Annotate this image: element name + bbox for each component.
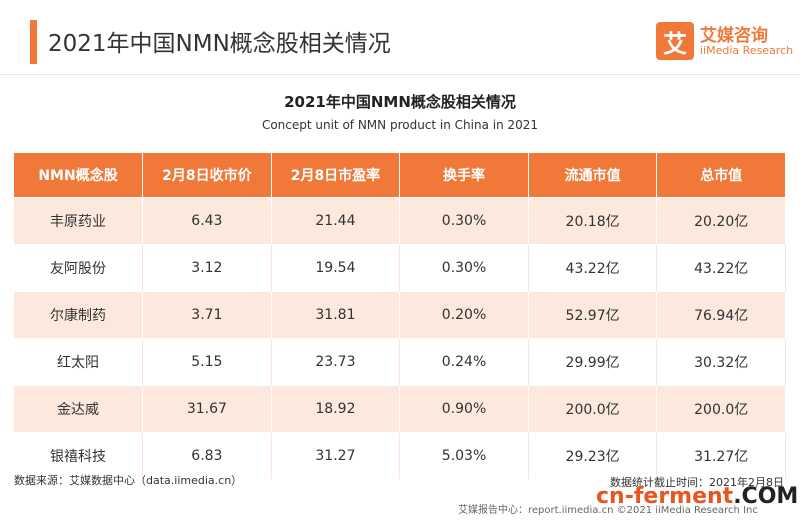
source: 数据来源：艾媒数据中心（data.iimedia.cn）	[14, 474, 243, 487]
watermark-text: .COM	[733, 484, 799, 509]
table-cell: 23.73	[271, 338, 401, 386]
table-cell: 0.24%	[399, 338, 529, 386]
table-cell: 31.67	[142, 385, 272, 433]
table-cell: 200.0亿	[528, 385, 658, 433]
table-cell: 43.22亿	[656, 244, 786, 292]
table-title: 2021年中国NMN概念股相关情况	[284, 93, 516, 111]
table-cell: 尔康制药	[14, 291, 144, 339]
column-header: NMN概念股	[14, 153, 144, 198]
watermark-text: cn-ferment	[596, 484, 734, 509]
table-cell: 5.15	[142, 338, 272, 386]
divider	[0, 74, 800, 75]
column-header: 换手率	[399, 153, 529, 198]
table-row: 金达威 31.67 18.92 0.90% 200.0亿 200.0亿	[14, 385, 786, 433]
date: 数据统计截止时间：2021年2月8日	[610, 476, 784, 489]
column-header: 2月8日收市价	[142, 153, 272, 198]
table-row: 尔康制药 3.71 31.81 0.20% 52.97亿 76.94亿	[14, 291, 786, 339]
table-cell: 3.12	[142, 244, 272, 292]
table-cell: 29.99亿	[528, 338, 658, 386]
table-row: 银禧科技 6.83 31.27 5.03% 29.23亿 31.27亿	[14, 432, 786, 479]
column-header: 2月8日市盈率	[271, 153, 401, 198]
table-cell: 43.22亿	[528, 244, 658, 292]
table-cell: 0.20%	[399, 291, 529, 339]
table-cell: 31.27	[271, 432, 401, 479]
table-cell: 3.71	[142, 291, 272, 339]
logo-icon: 艾	[656, 22, 694, 60]
table-cell: 21.44	[271, 197, 401, 245]
table-row: 友阿股份 3.12 19.54 0.30% 43.22亿 43.22亿	[14, 244, 786, 292]
table-cell: 52.97亿	[528, 291, 658, 339]
logo-en: iiMedia Research	[700, 44, 794, 57]
table-cell: 31.81	[271, 291, 401, 339]
table-cell: 5.03%	[399, 432, 529, 479]
logo-name: 艾媒咨询	[700, 26, 768, 46]
table-row: 红太阳 5.15 23.73 0.24% 29.99亿 30.32亿	[14, 338, 786, 386]
table-cell: 6.83	[142, 432, 272, 479]
table-cell: 0.90%	[399, 385, 529, 433]
table-cell: 20.18亿	[528, 197, 658, 245]
table-cell: 6.43	[142, 197, 272, 245]
table-cell: 30.32亿	[656, 338, 786, 386]
table-cell: 红太阳	[14, 338, 144, 386]
column-header: 总市值	[656, 153, 786, 198]
header-row: NMN概念股 2月8日收市价 2月8日市盈率 换手率 流通市值 总市值	[14, 153, 786, 198]
table-cell: 0.30%	[399, 197, 529, 245]
table-cell: 29.23亿	[528, 432, 658, 479]
copyright: 艾媒报告中心：report.iimedia.cn ©2021 iiMedia R…	[458, 505, 758, 516]
table-cell: 丰原药业	[14, 197, 144, 245]
table-cell: 友阿股份	[14, 244, 144, 292]
header-title: 2021年中国NMN概念股相关情况	[48, 31, 391, 57]
table-cell: 金达威	[14, 385, 144, 433]
table-cell: 银禧科技	[14, 432, 144, 479]
table-cell: 18.92	[271, 385, 401, 433]
table-body: 丰原药业 6.43 21.44 0.30% 20.18亿 20.20亿 友阿股份 3.12 19…	[14, 197, 786, 479]
table-subtitle: Concept unit of NMN product in China in …	[261, 118, 539, 132]
table-cell: 31.27亿	[656, 432, 786, 479]
column-header: 流通市值	[528, 153, 658, 198]
table-cell: 76.94亿	[656, 291, 786, 339]
table-cell: 20.20亿	[656, 197, 786, 245]
table-row: 丰原药业 6.43 21.44 0.30% 20.18亿 20.20亿	[14, 197, 786, 245]
table: NMN概念股 2月8日收市价 2月8日市盈率 换手率 流通市值 总市值 丰原药业 6.43 21…	[14, 153, 786, 479]
table-cell: 0.30%	[399, 244, 529, 292]
header-bar	[30, 20, 37, 64]
table-cell: 200.0亿	[656, 385, 786, 433]
table-cell: 19.54	[271, 244, 401, 292]
watermark: cn-ferment.COM	[596, 484, 798, 509]
